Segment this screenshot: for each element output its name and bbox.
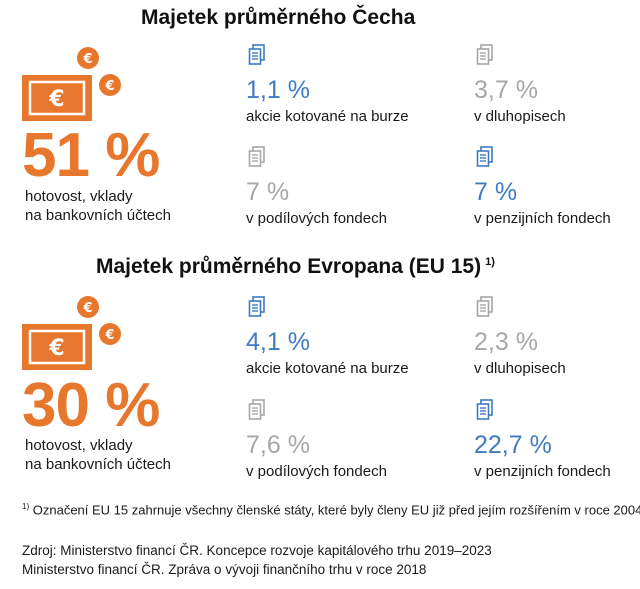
stat-label: v penzijních fondech xyxy=(474,210,611,227)
document-icon xyxy=(476,146,493,167)
stat-item: 7,6 % v podílových fondech xyxy=(246,399,387,480)
document-icon xyxy=(248,146,265,167)
stat-item: 2,3 % v dluhopisech xyxy=(474,296,566,377)
document-icon xyxy=(248,44,265,65)
document-icon xyxy=(476,399,493,420)
stat-value: 7 % xyxy=(246,178,290,206)
svg-text:€: € xyxy=(82,52,92,67)
footnote: 1) Označení EU 15 zahrnuje všechny člens… xyxy=(22,502,640,517)
footnote-mark: 1) xyxy=(485,256,495,268)
stat-label: akcie kotované na burze xyxy=(246,108,409,125)
stat-item: 4,1 % akcie kotované na burze xyxy=(246,296,409,377)
source-line: Ministerstvo financí ČR. Zpráva o vývoji… xyxy=(22,562,427,577)
big-percentage-eu: 30 % xyxy=(22,371,160,440)
svg-text:€: € xyxy=(104,328,114,343)
svg-text:€: € xyxy=(48,336,64,361)
svg-text:€: € xyxy=(82,301,92,316)
stat-value: 7,6 % xyxy=(246,431,310,459)
source-note: Zdroj: Ministerstvo financí ČR. Koncepce… xyxy=(22,541,492,579)
stat-label: akcie kotované na burze xyxy=(246,360,409,377)
source-line: Zdroj: Ministerstvo financí ČR. Koncepce… xyxy=(22,543,492,558)
stat-value: 1,1 % xyxy=(246,76,310,104)
svg-text:€: € xyxy=(104,79,114,94)
footnote-text: Označení EU 15 zahrnuje všechny členské … xyxy=(32,502,640,518)
document-icon xyxy=(248,296,265,317)
banknote-coins-icon: € € € xyxy=(22,47,121,121)
section-title-eu: Majetek průměrného Evropana (EU 15) 1) xyxy=(96,255,495,278)
stat-value: 3,7 % xyxy=(474,76,538,104)
document-icon xyxy=(248,399,265,420)
stat-label: v penzijních fondech xyxy=(474,463,611,480)
document-icon xyxy=(476,44,493,65)
stat-value: 7 % xyxy=(474,178,518,206)
big-percentage-label-czech: hotovost, vklady na bankovních účtech xyxy=(25,188,171,224)
svg-text:€: € xyxy=(48,87,64,112)
banknote-coins-icon: € € € xyxy=(22,296,121,370)
stat-label: v dluhopisech xyxy=(474,360,566,377)
stat-value: 22,7 % xyxy=(474,431,552,459)
stat-value: 4,1 % xyxy=(246,328,310,356)
stat-label: v dluhopisech xyxy=(474,108,566,125)
stat-item: 1,1 % akcie kotované na burze xyxy=(246,44,409,125)
big-percentage-label-eu: hotovost, vklady na bankovních účtech xyxy=(25,437,171,473)
stat-item: 3,7 % v dluhopisech xyxy=(474,44,566,125)
stat-label: v podílových fondech xyxy=(246,210,387,227)
footnote-mark: 1) xyxy=(22,502,30,511)
stat-item: 22,7 % v penzijních fondech xyxy=(474,399,611,480)
stat-label: v podílových fondech xyxy=(246,463,387,480)
stat-item: 7 % v podílových fondech xyxy=(246,146,387,227)
stat-item: 7 % v penzijních fondech xyxy=(474,146,611,227)
stat-value: 2,3 % xyxy=(474,328,538,356)
document-icon xyxy=(476,296,493,317)
big-percentage-czech: 51 % xyxy=(22,121,160,190)
section-title-czech: Majetek průměrného Čecha xyxy=(141,6,416,29)
